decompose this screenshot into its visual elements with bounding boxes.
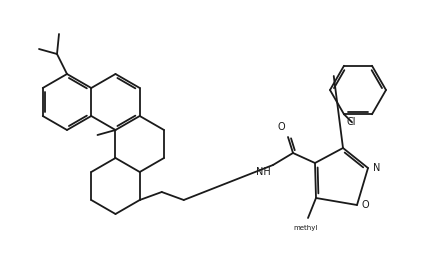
Text: O: O bbox=[278, 122, 285, 132]
Text: O: O bbox=[362, 200, 370, 210]
Text: N: N bbox=[373, 163, 380, 173]
Text: NH: NH bbox=[256, 167, 271, 177]
Text: methyl: methyl bbox=[294, 225, 318, 231]
Text: Cl: Cl bbox=[347, 117, 356, 127]
